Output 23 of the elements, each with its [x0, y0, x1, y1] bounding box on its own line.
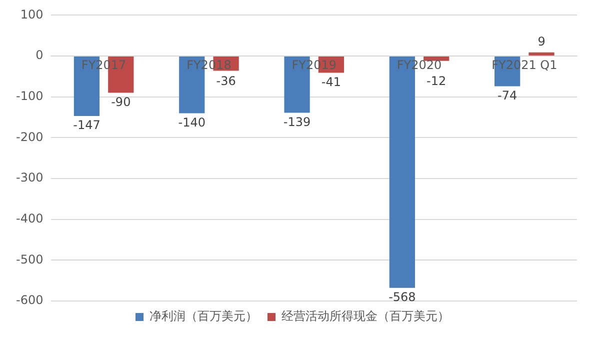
- data-label: -36: [216, 74, 236, 88]
- y-tick-label: -600: [16, 293, 44, 308]
- data-label: -568: [388, 290, 416, 304]
- y-tick-label: -500: [16, 252, 44, 266]
- data-label: -41: [321, 74, 342, 89]
- y-tick-label: -100: [16, 88, 44, 103]
- x-tick-label: FY2018: [186, 58, 232, 72]
- data-label: -12: [426, 74, 446, 88]
- y-tick-label: -200: [16, 130, 44, 144]
- legend-label: 净利润（百万美元）: [150, 309, 258, 324]
- data-label: -147: [73, 118, 100, 132]
- y-tick-label: -400: [16, 211, 44, 226]
- x-tick-label: FY2019: [292, 58, 337, 72]
- x-tick-label: FY2017: [81, 58, 126, 72]
- y-tick-label: 100: [20, 7, 44, 22]
- data-label: -90: [111, 94, 131, 109]
- y-tick-label: 0: [36, 48, 44, 62]
- data-label: -139: [283, 114, 311, 129]
- data-label: 9: [538, 34, 546, 48]
- legend-label: 经营活动所得现金（百万美元）: [282, 309, 450, 324]
- data-label: -74: [498, 88, 518, 102]
- data-label: -140: [178, 115, 206, 130]
- y-tick-label: -300: [16, 170, 44, 185]
